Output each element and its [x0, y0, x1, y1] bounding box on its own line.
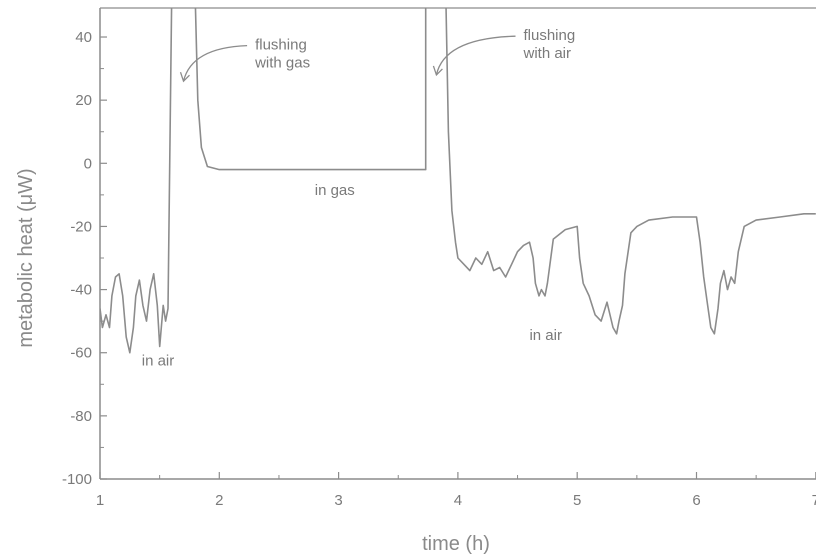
x-tick-label: 6 [692, 492, 700, 509]
annotation-flush-air-line-0: flushing [524, 27, 576, 44]
y-tick-label: 40 [75, 29, 92, 46]
y-tick-label: -20 [70, 218, 92, 235]
annotation-flush-air-arrow [435, 35, 516, 76]
x-tick-label: 5 [573, 492, 581, 509]
annotation-flush-gas-arrow [182, 44, 248, 82]
annotation-in-gas: in gas [315, 182, 355, 199]
x-axis-title: time (h) [422, 533, 490, 555]
x-tick-label: 1 [96, 492, 104, 509]
y-tick-label: -60 [70, 345, 92, 362]
series-lines [100, 8, 816, 354]
annotation-in-air-left: in air [142, 352, 175, 369]
x-tick-label: 3 [334, 492, 342, 509]
y-tick-label: 20 [75, 92, 92, 109]
x-tick-label: 2 [215, 492, 223, 509]
annotation-flush-air-line-1: with air [523, 45, 572, 62]
annotation-flush-gas-line-1: with gas [254, 55, 310, 72]
annotation-flush-gas-arrowhead [179, 72, 190, 83]
annotation-flush-air-arrowhead [432, 65, 443, 77]
y-tick-label: -80 [70, 408, 92, 425]
y-tick-label: -40 [70, 282, 92, 299]
axes [99, 7, 816, 480]
x-tick-label: 4 [454, 492, 462, 509]
ticks: -100 -80 -60 -40 -20 0 20 40 1 2 3 4 5 6 7 [62, 29, 816, 509]
annotation-flush-gas-line-0: flushing [255, 37, 307, 54]
series-line-0 [100, 8, 816, 354]
y-axis-title: metabolic heat (μW) [15, 168, 37, 347]
annotation-in-air-right: in air [529, 327, 562, 344]
y-tick-label: -100 [62, 471, 92, 488]
y-tick-label: 0 [84, 155, 92, 172]
x-tick-label: 7 [812, 492, 816, 509]
